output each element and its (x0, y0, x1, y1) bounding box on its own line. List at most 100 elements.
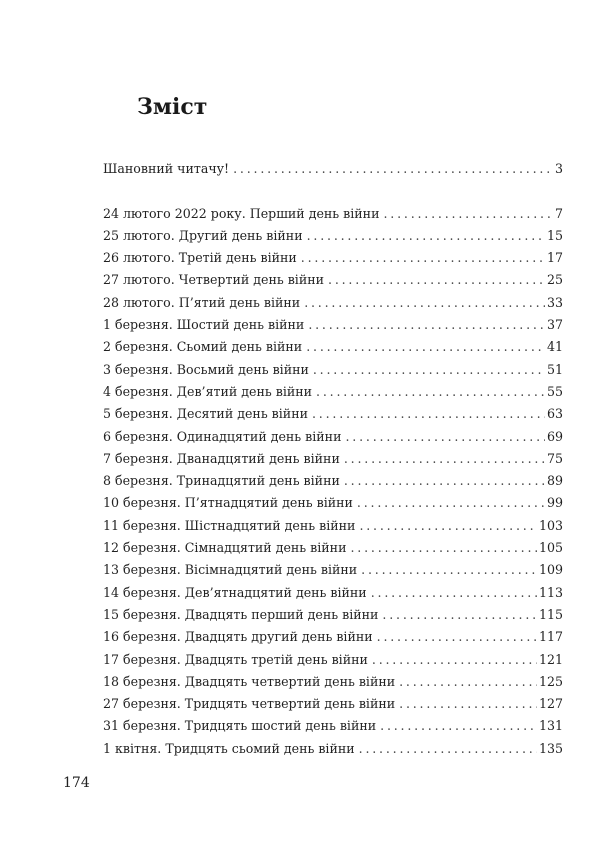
dot-leader (344, 451, 545, 466)
toc-entry: 4 березня. Дев’ятий день війни 55 (103, 384, 563, 406)
toc-entry: 1 квітня. Тридцять сьомий день війни 135 (103, 741, 563, 763)
toc-entry-page: 125 (538, 673, 563, 689)
toc-entry-page: 15 (546, 227, 563, 243)
toc-entry-page: 127 (538, 696, 563, 712)
dot-leader (345, 429, 544, 444)
dot-leader (359, 741, 537, 756)
toc-entry: 27 лютого. Четвертий день війни 25 (103, 272, 563, 294)
toc-entry-page: 117 (538, 629, 563, 645)
toc-entry-title: 2 березня. Сьомий день війни (103, 339, 303, 355)
toc-entry: Шановний читачу! 3 (103, 161, 563, 183)
toc-entry: 7 березня. Дванадцятий день війни 75 (103, 451, 563, 473)
dot-leader (306, 339, 545, 354)
toc-entry: 15 березня. Двадцять перший день війни 11… (103, 607, 563, 629)
dot-leader (380, 718, 537, 733)
dot-leader (313, 362, 545, 377)
toc-entry: 11 березня. Шістнадцятий день війни 103 (103, 518, 563, 540)
toc-entry: 31 березня. Тридцять шостий день війни 13… (103, 718, 563, 740)
toc-entry-title: 1 квітня. Тридцять сьомий день війни (103, 740, 355, 756)
toc-entry: 2 березня. Сьомий день війни 41 (103, 339, 563, 361)
toc-entry-page: 131 (538, 718, 563, 734)
toc-entry: 10 березня. П’ятнадцятий день війни 99 (103, 495, 563, 517)
toc-entry-title: 18 березня. Двадцять четвертий день війн… (103, 673, 396, 689)
toc-entry: 12 березня. Сімнадцятий день війни 105 (103, 540, 563, 562)
dot-leader (344, 473, 545, 488)
toc-entry-title: 6 березня. Одинадцятий день війни (103, 428, 342, 444)
dot-leader (308, 317, 545, 332)
toc-entry-page: 33 (546, 294, 563, 310)
toc-entry: 14 березня. Дев’ятнадцятий день війни 113 (103, 585, 563, 607)
page-number: 174 (63, 775, 90, 791)
toc-entry-page: 121 (538, 651, 563, 667)
toc-entry-page: 105 (538, 540, 563, 556)
toc-entry: 5 березня. Десятий день війни 63 (103, 406, 563, 428)
toc-entry-title: 14 березня. Дев’ятнадцятий день війни (103, 584, 367, 600)
dot-leader (233, 161, 553, 176)
toc-entry-title: 25 лютого. Другий день війни (103, 227, 303, 243)
toc-entry-page: 89 (546, 473, 563, 489)
dot-leader (382, 607, 537, 622)
toc-entry: 18 березня. Двадцять четвертий день війн… (103, 674, 563, 696)
dot-leader (312, 406, 545, 421)
dot-leader (383, 206, 553, 221)
toc-entry-page: 99 (546, 495, 563, 511)
dot-leader (399, 696, 537, 711)
dot-leader (316, 384, 545, 399)
toc-entry-page: 25 (546, 272, 563, 288)
toc-entry: 1 березня. Шостий день війни 37 (103, 317, 563, 339)
dot-leader (328, 272, 545, 287)
toc-entry-title: 4 березня. Дев’ятий день війни (103, 383, 313, 399)
toc-entry-title: Шановний читачу! (103, 161, 230, 176)
toc-entry-title: 31 березня. Тридцять шостий день війни (103, 718, 377, 734)
toc-entry-page: 55 (546, 383, 563, 399)
toc-entry-title: 26 лютого. Третій день війни (103, 250, 297, 266)
dot-leader (350, 540, 536, 555)
toc-entry-title: 11 березня. Шістнадцятий день війни (103, 517, 356, 533)
toc-entry-page: 17 (546, 250, 563, 266)
toc-entry-title: 5 березня. Десятий день війни (103, 406, 308, 422)
toc-entry-page: 103 (538, 517, 563, 533)
toc-entry: 27 березня. Тридцять четвертий день війн… (103, 696, 563, 718)
dot-leader (307, 228, 545, 243)
toc-entry-page: 113 (538, 584, 563, 600)
toc-entry: 17 березня. Двадцять третій день війни 12… (103, 652, 563, 674)
toc-entry-title: 27 лютого. Четвертий день війни (103, 272, 325, 288)
toc-entry-title: 27 березня. Тридцять четвертий день війн… (103, 696, 396, 712)
dot-leader (359, 518, 537, 533)
dot-leader (301, 250, 545, 265)
toc-entry-title: 28 лютого. П’ятий день війни (103, 294, 301, 310)
toc-entry-title: 10 березня. П’ятнадцятий день війни (103, 495, 353, 511)
toc-entry-page: 41 (546, 339, 563, 355)
dot-leader (357, 495, 545, 510)
toc-entry-page: 109 (538, 562, 563, 578)
toc-entry-title: 1 березня. Шостий день війни (103, 317, 305, 333)
toc-entry: 13 березня. Вісімнадцятий день війни 109 (103, 562, 563, 584)
toc-entry-title: 24 лютого 2022 року. Перший день війни (103, 205, 380, 221)
toc-entry: 26 лютого. Третій день війни 17 (103, 250, 563, 272)
toc-entry-page: 135 (538, 740, 563, 756)
toc-entry: 28 лютого. П’ятий день війни 33 (103, 295, 563, 317)
dot-leader (399, 674, 537, 689)
dot-leader (361, 562, 537, 577)
toc-entry-title: 8 березня. Тринадцятий день війни (103, 473, 340, 489)
toc-entry-title: 17 березня. Двадцять третій день війни (103, 651, 368, 667)
table-of-contents: Шановний читачу! 3 24 лютого 2022 року. Пе… (103, 161, 563, 763)
toc-entry-title: 15 березня. Двадцять перший день війни (103, 606, 379, 622)
toc-entry: 8 березня. Тринадцятий день війни 89 (103, 473, 563, 495)
toc-entry-title: 12 березня. Сімнадцятий день війни (103, 540, 347, 556)
toc-entry: 25 лютого. Другий день війни 15 (103, 228, 563, 250)
toc-entry-page: 51 (546, 361, 563, 377)
toc-entry-page: 75 (546, 450, 563, 466)
toc-entry-page: 3 (554, 161, 563, 176)
toc-entry: 24 лютого 2022 року. Перший день війни 7 (103, 206, 563, 228)
page-title: Зміст (137, 94, 208, 120)
toc-entry-page: 37 (546, 317, 563, 333)
toc-entry-page: 63 (546, 406, 563, 422)
toc-entry-title: 13 березня. Вісімнадцятий день війни (103, 562, 358, 578)
toc-entry: 6 березня. Одинадцятий день війни 69 (103, 429, 563, 451)
toc-entry: 16 березня. Двадцять другий день війни 11… (103, 629, 563, 651)
toc-entry-title: 3 березня. Восьмий день війни (103, 361, 309, 377)
toc-entry-title: 7 березня. Дванадцятий день війни (103, 450, 340, 466)
toc-entry-page: 69 (546, 428, 563, 444)
dot-leader (371, 585, 537, 600)
